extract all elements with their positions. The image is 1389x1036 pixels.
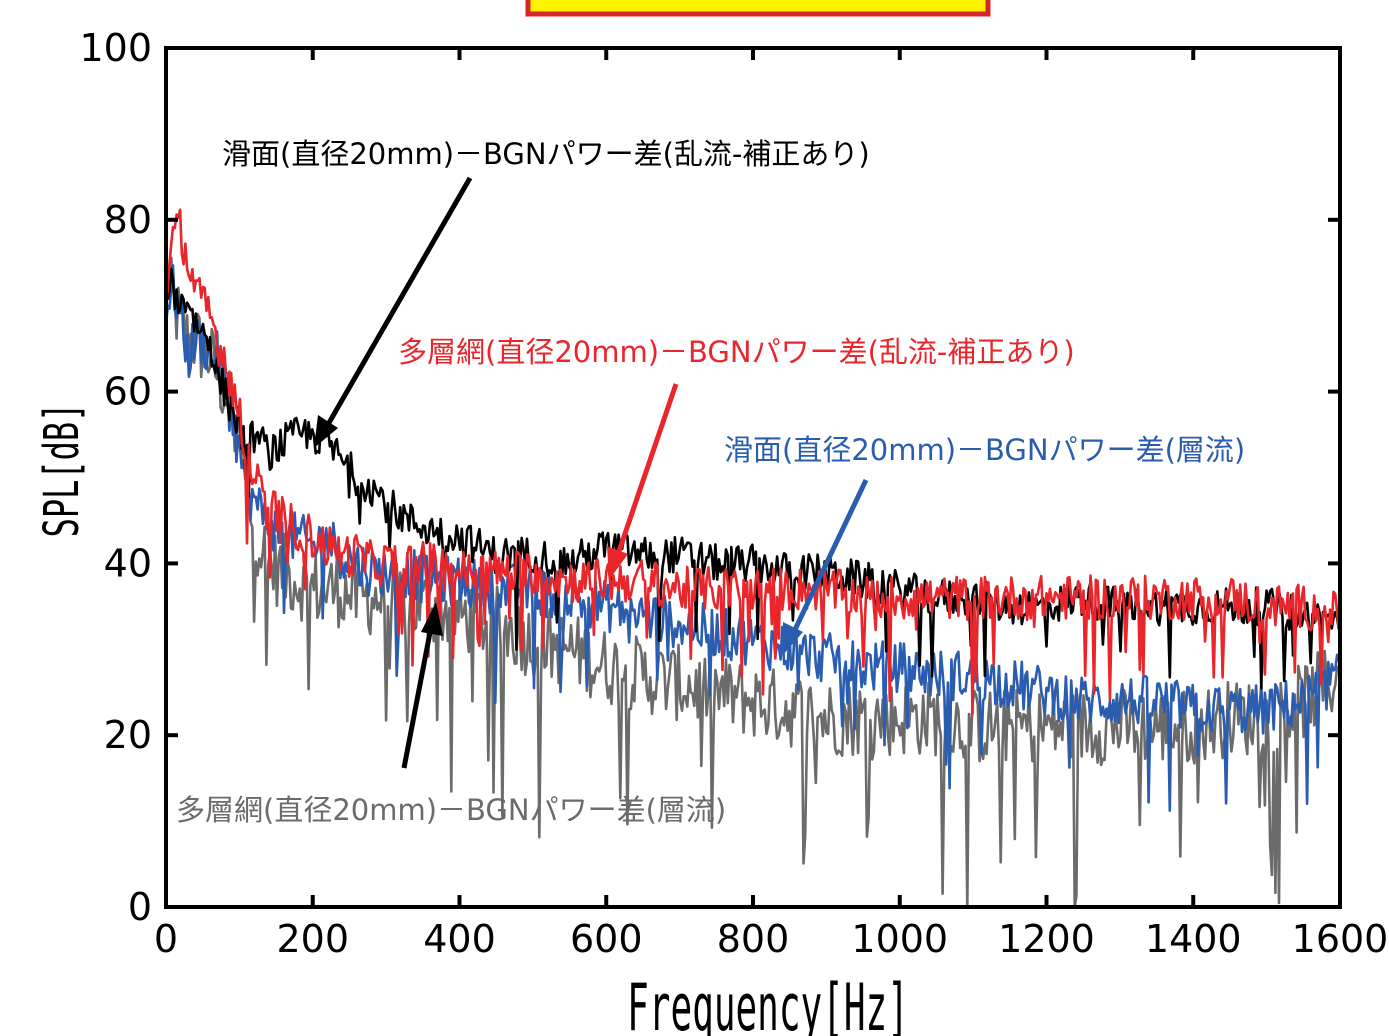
annotation-mesh-laminar: 多層網(直径20mm)－BGNパワー差(層流) <box>176 793 726 827</box>
x-tick-label: 800 <box>717 917 790 961</box>
annotation-smooth-laminar: 滑面(直径20mm)－BGNパワー差(層流) <box>724 433 1245 467</box>
arrow-smooth-turbulent <box>323 176 473 430</box>
annotation-layer: 滑面(直径20mm)－BGNパワー差(乱流-補正あり) 多層網(直径20mm)－… <box>176 137 1245 827</box>
series-line-smooth-laminar <box>164 264 1341 812</box>
arrow-mesh-turbulent <box>613 383 679 561</box>
arrowhead-mesh-turbulent <box>607 546 628 580</box>
arrowhead-smooth-turbulent <box>314 415 338 448</box>
x-axis-label: Frequency[Hz] <box>627 971 909 1036</box>
series-line-mesh-turbulent <box>164 208 1341 716</box>
title-banner <box>525 0 991 17</box>
series-layer <box>164 208 1341 909</box>
y-tick-label: 0 <box>128 885 152 929</box>
tick-layer: 0 200 400 600 800 1000 1200 1400 1600 0 20 40 60 80 10… <box>79 26 1388 961</box>
arrowhead-smooth-laminar <box>783 622 803 655</box>
x-tick-label: 400 <box>423 917 496 961</box>
x-tick-label: 1200 <box>998 917 1095 961</box>
annotation-smooth-turbulent: 滑面(直径20mm)－BGNパワー差(乱流-補正あり) <box>222 137 870 171</box>
plot-frame <box>164 46 1342 909</box>
y-tick-label: 40 <box>104 541 152 585</box>
annotation-mesh-turbulent: 多層網(直径20mm)－BGNパワー差(乱流-補正あり) <box>398 335 1075 369</box>
y-tick-label: 80 <box>104 198 152 242</box>
x-tick-label: 1000 <box>851 917 948 961</box>
y-tick-label: 60 <box>104 370 152 414</box>
x-tick-label: 1400 <box>1145 917 1242 961</box>
arrow-mesh-laminar <box>401 621 435 769</box>
series-line-smooth-turbulent <box>164 261 1341 690</box>
y-tick-label: 100 <box>79 26 152 70</box>
y-axis-label: SPL[dB] <box>33 403 89 538</box>
x-tick-label: 200 <box>276 917 349 961</box>
y-tick-label: 20 <box>104 713 152 757</box>
arrowhead-mesh-laminar <box>421 602 443 636</box>
x-tick-label: 0 <box>154 917 178 961</box>
x-tick-label: 1600 <box>1292 917 1389 961</box>
arrow-smooth-laminar <box>789 478 869 638</box>
x-tick-label: 600 <box>570 917 643 961</box>
